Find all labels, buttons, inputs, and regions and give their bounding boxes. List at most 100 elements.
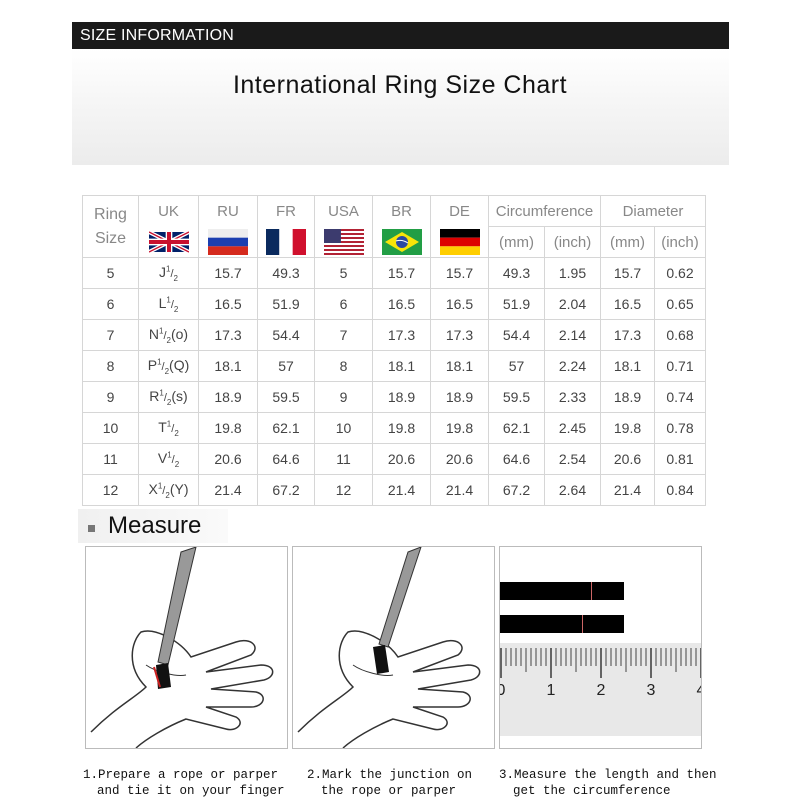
cell-dia-mm: 19.8 [600, 412, 655, 444]
rope-strip [500, 582, 624, 600]
cell-fr: 64.6 [257, 443, 315, 475]
table-row: 8 P1/2(Q) 18.1 57 8 18.1 18.1 57 2.24 18.1 0.71 [82, 350, 706, 382]
france-flag-icon [266, 228, 306, 255]
ruler-icon: 0 1 2 3 4 [497, 582, 706, 736]
ring-size-table: Ring Size UK RU FR USA BR DE Circumferenc… [82, 195, 706, 506]
cell-circ-mm: 64.6 [488, 443, 545, 475]
cell-usa: 6 [314, 288, 373, 320]
cell-circ-mm: 62.1 [488, 412, 545, 444]
cell-de: 17.3 [430, 319, 489, 351]
measure-heading: Measure [78, 509, 228, 543]
ruler-tick-label: 3 [647, 682, 656, 699]
cell-br: 19.8 [372, 412, 431, 444]
cell-ru: 20.6 [198, 443, 258, 475]
table-row: 6 L1/2 16.5 51.9 6 16.5 16.5 51.9 2.04 16.5 0.65 [82, 288, 706, 320]
cell-circ-in: 2.64 [544, 474, 601, 506]
cell-circ-mm: 67.2 [488, 474, 545, 506]
table-row: 9 R1/2(s) 18.9 59.5 9 18.9 18.9 59.5 2.33 18.9 0.7… [82, 381, 706, 413]
table-row: 11 V1/2 20.6 64.6 11 20.6 20.6 64.6 2.54 20.6 0.81 [82, 443, 706, 475]
cell-usa: 12 [314, 474, 373, 506]
cell-usa: 7 [314, 319, 373, 351]
cell-dia-in: 0.62 [654, 257, 706, 289]
step-3-caption: 3.Measure the length and then get the cir… [499, 768, 717, 798]
cell-fr: 49.3 [257, 257, 315, 289]
cell-dia-mm: 20.6 [600, 443, 655, 475]
cell-uk: L1/2 [138, 288, 199, 320]
rope-mark [582, 615, 583, 633]
cell-de: 19.8 [430, 412, 489, 444]
cell-size: 5 [82, 257, 139, 289]
fr-header: FR [257, 195, 315, 227]
cell-dia-mm: 16.5 [600, 288, 655, 320]
circumference-mm-header: (mm) [488, 226, 545, 258]
cell-circ-in: 2.24 [544, 350, 601, 382]
cell-de: 18.9 [430, 381, 489, 413]
cell-fr: 54.4 [257, 319, 315, 351]
cell-circ-in: 2.14 [544, 319, 601, 351]
cell-size: 12 [82, 474, 139, 506]
ru-header: RU [198, 195, 258, 227]
cell-dia-in: 0.78 [654, 412, 706, 444]
cell-dia-in: 0.68 [654, 319, 706, 351]
cell-ru: 16.5 [198, 288, 258, 320]
cell-de: 16.5 [430, 288, 489, 320]
step-2-illustration [292, 546, 495, 749]
cell-ru: 19.8 [198, 412, 258, 444]
section-header-label: SIZE INFORMATION [80, 27, 235, 44]
diameter-inch-header: (inch) [654, 226, 706, 258]
cell-de: 20.6 [430, 443, 489, 475]
cell-usa: 10 [314, 412, 373, 444]
cell-dia-in: 0.84 [654, 474, 706, 506]
br-header: BR [372, 195, 431, 227]
cell-usa: 5 [314, 257, 373, 289]
cell-br: 20.6 [372, 443, 431, 475]
cell-uk: R1/2(s) [138, 381, 199, 413]
cell-uk: V1/2 [138, 443, 199, 475]
cell-ru: 15.7 [198, 257, 258, 289]
cell-br: 15.7 [372, 257, 431, 289]
cell-usa: 8 [314, 350, 373, 382]
cell-dia-in: 0.81 [654, 443, 706, 475]
cell-de: 15.7 [430, 257, 489, 289]
cell-ru: 18.1 [198, 350, 258, 382]
cell-circ-mm: 49.3 [488, 257, 545, 289]
cell-uk: N1/2(o) [138, 319, 199, 351]
ruler-tick-label: 4 [697, 682, 701, 699]
cell-circ-in: 2.33 [544, 381, 601, 413]
de-header: DE [430, 195, 489, 227]
rope-mark [591, 582, 592, 600]
section-header-bar: SIZE INFORMATION [72, 22, 729, 49]
usa-header: USA [314, 195, 373, 227]
hand-marking-rope-icon [297, 546, 481, 749]
cell-circ-in: 2.04 [544, 288, 601, 320]
cell-size: 11 [82, 443, 139, 475]
cell-circ-mm: 57 [488, 350, 545, 382]
ring-size-header: Ring Size [82, 195, 139, 258]
ruler-tick-label: 2 [597, 682, 606, 699]
cell-br: 17.3 [372, 319, 431, 351]
cell-ru: 18.9 [198, 381, 258, 413]
cell-dia-mm: 18.9 [600, 381, 655, 413]
measure-label: Measure [108, 512, 202, 539]
chart-title: International Ring Size Chart [232, 71, 568, 99]
circumference-header: Circumference [488, 195, 601, 227]
title-band [72, 49, 729, 165]
cell-dia-mm: 15.7 [600, 257, 655, 289]
step-1-caption: 1.Prepare a rope or parper and tie it on … [83, 768, 285, 798]
cell-fr: 62.1 [257, 412, 315, 444]
cell-br: 18.9 [372, 381, 431, 413]
table-row: 5 J1/2 15.7 49.3 5 15.7 15.7 49.3 1.95 15.7 0.62 [82, 257, 706, 289]
cell-size: 6 [82, 288, 139, 320]
diameter-mm-header: (mm) [600, 226, 655, 258]
cell-circ-in: 1.95 [544, 257, 601, 289]
cell-br: 18.1 [372, 350, 431, 382]
rope-strip [500, 615, 624, 633]
cell-size: 9 [82, 381, 139, 413]
step-2-caption: 2.Mark the junction on the rope or parper [307, 768, 473, 798]
hand-with-rope-icon [90, 546, 274, 749]
ruler-tick-label: 0 [500, 682, 506, 699]
cell-usa: 9 [314, 381, 373, 413]
cell-circ-mm: 51.9 [488, 288, 545, 320]
russia-flag-icon [208, 228, 248, 255]
cell-fr: 51.9 [257, 288, 315, 320]
